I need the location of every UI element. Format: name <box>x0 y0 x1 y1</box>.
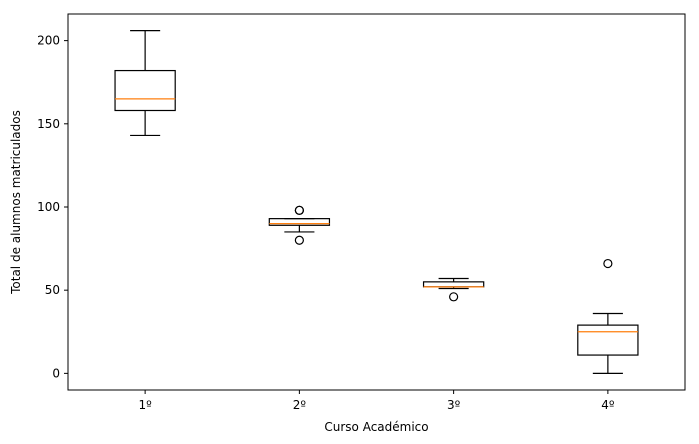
outlier-point <box>603 258 613 269</box>
y-tick-label: 50 <box>45 283 60 297</box>
iqr-box <box>268 218 331 226</box>
box-item <box>422 277 485 302</box>
iqr-box <box>114 69 176 112</box>
y-axis: 0 50 100 150 200 <box>37 34 68 380</box>
y-axis-label: Total de alumnos matriculados <box>9 110 23 295</box>
box-item <box>268 205 331 245</box>
x-tick-label: 2º <box>293 398 307 412</box>
outlier-point <box>294 205 304 215</box>
box-item <box>114 30 176 137</box>
box-series <box>114 30 639 374</box>
y-tick-label: 200 <box>37 34 60 48</box>
outlier-point <box>294 235 304 245</box>
plot-area <box>67 13 686 391</box>
x-tick-label: 1º <box>138 398 152 412</box>
x-tick-label: 4º <box>601 398 615 412</box>
outlier-point <box>449 292 459 302</box>
x-tick-label: 3º <box>447 398 461 412</box>
y-tick-label: 100 <box>37 200 60 214</box>
x-axis: 1º 2º 3º 4º <box>138 390 615 412</box>
iqr-box <box>577 324 639 356</box>
y-tick-label: 0 <box>52 366 60 380</box>
box-item <box>577 258 639 374</box>
x-axis-label: Curso Académico <box>324 420 428 434</box>
y-tick-label: 150 <box>37 117 60 131</box>
